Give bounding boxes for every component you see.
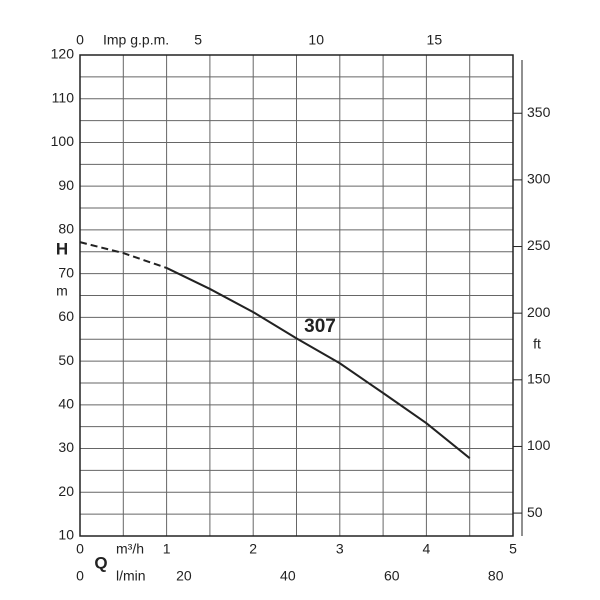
- y2-tick-label: 250: [527, 237, 551, 253]
- x3-tick-label: 15: [427, 32, 443, 48]
- x-tick-label: 5: [509, 541, 517, 557]
- y-tick-label: 70: [58, 264, 74, 280]
- x2-tick-label: 40: [280, 568, 296, 584]
- curve: [79, 241, 167, 269]
- x-label: Q: [94, 553, 107, 572]
- y-tick-label: 40: [58, 396, 74, 412]
- y2-tick-label: 150: [527, 371, 551, 387]
- y-tick-label: 80: [58, 221, 74, 237]
- x-tick-label: 4: [423, 541, 431, 557]
- x-tick-label: 1: [163, 541, 171, 557]
- curve-label: 307: [304, 316, 336, 337]
- y-tick-label: 20: [58, 483, 74, 499]
- y-tick-label: 60: [58, 308, 74, 324]
- x2-tick-label: 20: [176, 568, 192, 584]
- y-tick-label: 30: [58, 439, 74, 455]
- x2-tick-label: 60: [384, 568, 400, 584]
- y-tick-label: 10: [58, 527, 74, 543]
- x3-tick-label: 10: [308, 32, 324, 48]
- x3-tick-label: 5: [194, 32, 202, 48]
- x-tick-label: 2: [249, 541, 257, 557]
- x-tick-label: 0: [76, 541, 84, 557]
- x-tick-label: 3: [336, 541, 344, 557]
- y-tick-label: 90: [58, 177, 74, 193]
- y2-tick-label: 350: [527, 104, 551, 120]
- x2-tick-label: 80: [488, 568, 504, 584]
- y-tick-label: 50: [58, 352, 74, 368]
- y2-tick-label: 100: [527, 437, 551, 453]
- x2-tick-label: 0: [76, 568, 84, 584]
- y-tick-label: 100: [51, 133, 75, 149]
- y-label: H: [56, 239, 68, 258]
- y2-tick-label: 300: [527, 171, 551, 187]
- curve: [166, 267, 471, 459]
- x3-unit: Imp g.p.m.: [103, 32, 169, 48]
- x-unit: m³/h: [116, 541, 144, 557]
- y-unit: m: [56, 283, 68, 299]
- y2-unit: ft: [533, 336, 541, 352]
- plot-frame: [79, 54, 514, 537]
- y2-tick-label: 200: [527, 304, 551, 320]
- y-tick-label: 120: [51, 46, 75, 62]
- y-tick-label: 110: [52, 89, 75, 105]
- y2-tick-label: 50: [527, 504, 543, 520]
- x2-unit: l/min: [116, 568, 146, 584]
- x3-tick-label: 0: [76, 32, 84, 48]
